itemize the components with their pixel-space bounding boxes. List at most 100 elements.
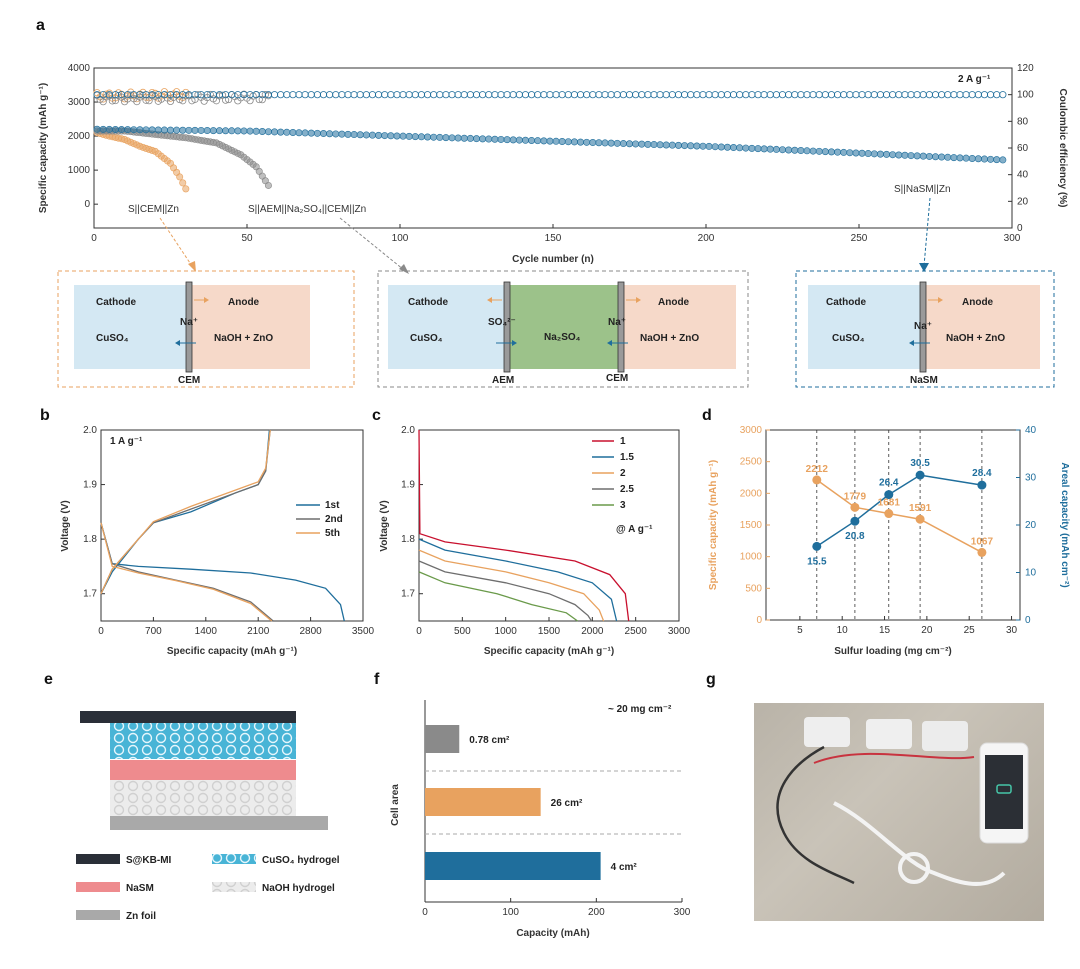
coulombic-efficiency-point [430, 91, 438, 99]
coulombic-efficiency-point [491, 91, 499, 99]
capacity-point [931, 153, 939, 161]
capacity-point [258, 127, 266, 135]
coulombic-efficiency-point [307, 91, 315, 99]
coulombic-efficiency-point [980, 91, 989, 99]
panel-c-xtick-label: 1500 [538, 626, 561, 637]
capacity-point [411, 133, 419, 141]
capacity-point [577, 138, 585, 146]
capacity-point [834, 148, 842, 156]
photo-cell-1 [804, 717, 850, 747]
coulombic-efficiency-point [182, 92, 190, 100]
photo-cable-white [833, 801, 1006, 886]
capacity-point [283, 128, 291, 136]
coulombic-efficiency-point [295, 91, 303, 99]
capacity-point [705, 142, 713, 150]
coulombic-efficiency-point [925, 91, 933, 99]
capacity-point [430, 133, 438, 141]
capacity-point [405, 132, 413, 140]
coulombic-efficiency-point [956, 91, 964, 99]
coulombic-efficiency-point [625, 91, 634, 99]
capacity-point [864, 150, 872, 158]
panel-f-ylabel: Cell area [390, 784, 401, 826]
specific-capacity-point [850, 502, 860, 512]
coulombic-efficiency-point [436, 91, 444, 99]
cell-cem-arrow-out-head [204, 297, 209, 303]
capacity-point [778, 146, 786, 154]
panel-a-ytick-label: 2000 [68, 131, 91, 142]
coulombic-efficiency-point [840, 91, 848, 99]
coulombic-efficiency-point [472, 91, 481, 99]
coulombic-efficiency-point [368, 91, 377, 99]
capacity-point [136, 126, 144, 134]
cell-aem-membrane-1 [503, 281, 511, 373]
capacity-point [289, 129, 297, 137]
areal-capacity-point [850, 516, 860, 526]
legend-label-s-kb-mi: S@KB-MI [126, 855, 172, 866]
capacity-point [319, 130, 327, 138]
charge-curve-5th [100, 429, 271, 594]
coulombic-efficiency-point [261, 91, 269, 99]
coulombic-efficiency-point [760, 91, 768, 99]
panel-c-chart: Voltage (V) Specific capacity (mAh g⁻¹) … [379, 425, 691, 657]
areal-capacity-line [816, 474, 983, 548]
coulombic-efficiency-point [680, 91, 689, 99]
cell-aem-anode-label: Anode [658, 297, 690, 308]
coulombic-efficiency-point [313, 91, 321, 99]
discharge-curve-5th [100, 522, 273, 622]
coulombic-efficiency-point [772, 91, 780, 99]
capacity-point [203, 127, 211, 135]
capacity-point [938, 153, 946, 161]
panel-b-xtick-label: 0 [98, 626, 104, 637]
capacity-point [105, 125, 113, 133]
panel-a-ytick-label: 1000 [68, 165, 91, 176]
capacity-point [980, 155, 988, 163]
coulombic-efficiency-point [870, 91, 878, 99]
coulombic-efficiency-point [968, 91, 976, 99]
coulombic-efficiency-point [319, 91, 328, 99]
capacity-point [827, 148, 835, 156]
layer-s-kb-mi [80, 711, 296, 723]
coulombic-efficiency-point [350, 91, 358, 99]
coulombic-efficiency-point [393, 91, 401, 99]
capacity-point [173, 126, 181, 134]
layer-cuso4-hydrogel [110, 723, 296, 759]
capacity-point [362, 131, 370, 139]
coulombic-efficiency-point [576, 91, 585, 99]
discharge-curve-rate-3 [418, 571, 578, 622]
panel-c-xlabel: Specific capacity (mAh g⁻¹) [484, 646, 614, 657]
capacity-point [913, 152, 921, 160]
capacity-point [607, 139, 615, 147]
panel-a-ylabel: Specific capacity (mAh g⁻¹) [38, 83, 49, 213]
panel-c-legend-unit: @ A g⁻¹ [616, 524, 653, 535]
capacity-bar-1 [425, 788, 541, 816]
panel-b-label: b [40, 407, 50, 424]
label-s-aem-na2so4-cem-zn: S||AEM||Na₂SO₄||CEM||Zn [248, 204, 366, 215]
capacity-point [846, 149, 854, 157]
coulombic-efficiency-point [974, 91, 982, 99]
cell-aem-ion-1: SO₄²⁻ [488, 317, 516, 328]
capacity-point [448, 134, 456, 142]
coulombic-efficiency-point [864, 91, 872, 99]
panel-a-y2tick-label: 60 [1017, 143, 1029, 154]
legend-swatch-cuso4 [212, 854, 256, 864]
capacity-point [876, 150, 884, 158]
panel-c-ytick-label: 1.8 [401, 534, 415, 545]
capacity-point [656, 141, 664, 149]
coulombic-efficiency-point [815, 91, 823, 99]
coulombic-efficiency-point [833, 91, 842, 99]
coulombic-efficiency-point [950, 91, 958, 99]
coulombic-efficiency-point [546, 91, 554, 99]
capacity-point [644, 140, 652, 148]
arrow-head-cem [188, 261, 196, 272]
capacity-point [742, 144, 750, 152]
capacity-point [442, 134, 450, 142]
cell-aem-membrane-2 [617, 281, 625, 373]
areal-capacity-label: 30.5 [910, 458, 930, 469]
capacity-point [93, 125, 101, 133]
coulombic-efficiency-point [485, 91, 493, 99]
capacity-point [393, 132, 401, 140]
capacity-point [191, 126, 199, 134]
coulombic-efficiency-point [901, 91, 909, 99]
panel-b-xtick-label: 2800 [299, 626, 322, 637]
capacity-point [730, 144, 738, 152]
